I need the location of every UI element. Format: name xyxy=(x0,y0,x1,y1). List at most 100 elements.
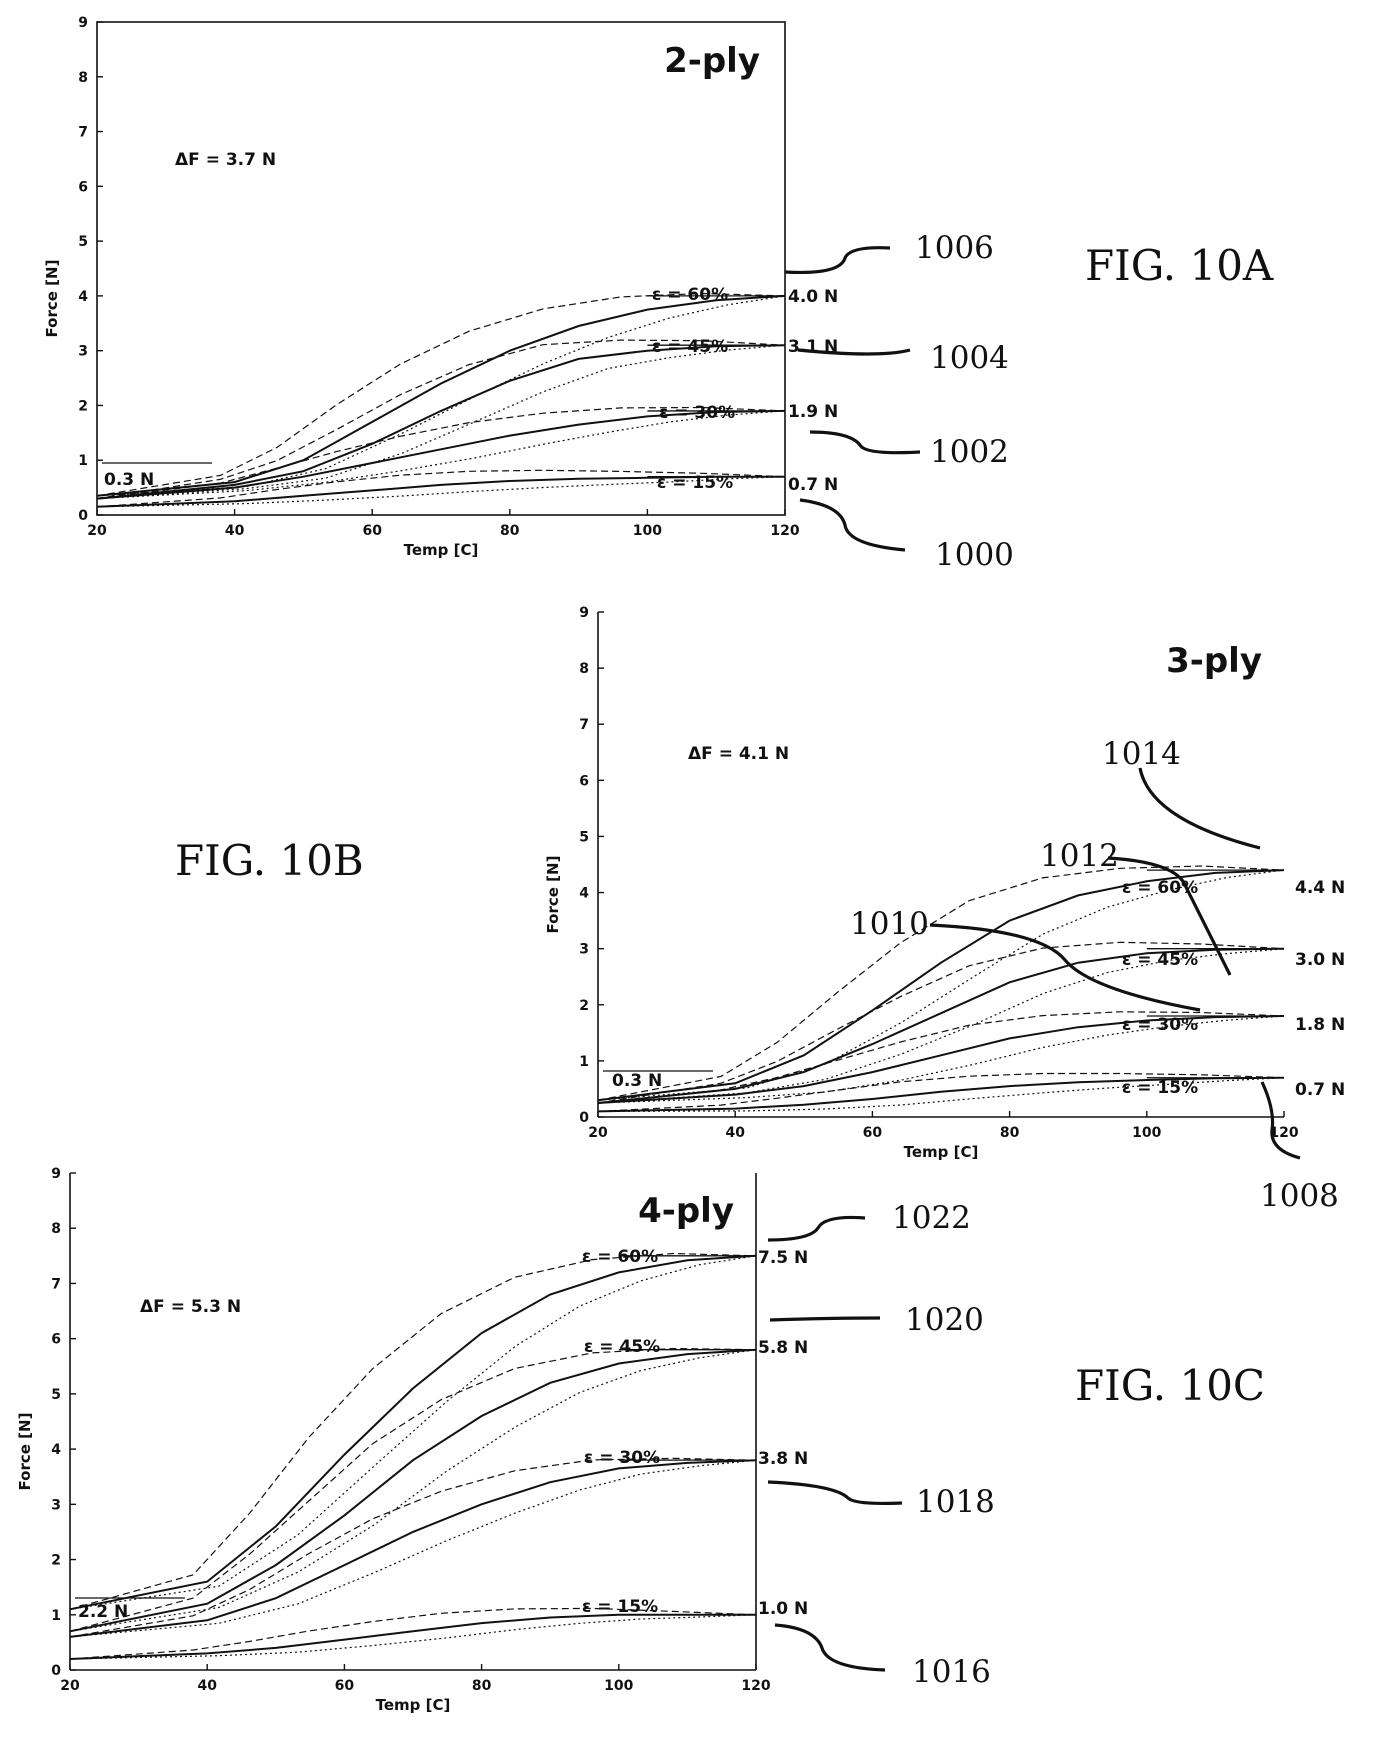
panel-title: 2-ply xyxy=(664,41,760,81)
end-force-label: 3.8 N xyxy=(758,1449,808,1469)
x-tick-label: 80 xyxy=(1000,1125,1020,1141)
y-tick-label: 5 xyxy=(51,1387,61,1403)
end-force-label: 0.7 N xyxy=(1295,1080,1345,1100)
reference-leader xyxy=(1260,1081,1301,1160)
reference-number: 1000 xyxy=(935,537,1014,573)
figure-label: FIG. 10B xyxy=(175,836,364,885)
strain-label: ε = 45% xyxy=(584,1337,660,1357)
start-force-label: 2.2 N xyxy=(78,1602,128,1622)
end-force-label: 1.8 N xyxy=(1295,1015,1345,1035)
y-tick-label: 7 xyxy=(78,125,88,141)
x-axis-label: Temp [C] xyxy=(404,541,479,559)
series-replicate-line xyxy=(597,865,1285,1101)
x-tick-label: 60 xyxy=(362,523,382,539)
series-line xyxy=(69,1459,757,1638)
y-axis-label: Force [N] xyxy=(43,260,61,338)
strain-label: ε = 60% xyxy=(652,285,728,305)
y-tick-label: 2 xyxy=(579,998,589,1014)
reference-number: 1012 xyxy=(1040,838,1119,874)
panel-title: 3-ply xyxy=(1166,641,1262,681)
reference-leader xyxy=(784,246,891,275)
series-replicate-line xyxy=(96,295,786,497)
plot-frame xyxy=(96,21,786,516)
y-tick-label: 3 xyxy=(51,1497,61,1513)
series-replicate-line xyxy=(96,344,786,500)
y-axis-label: Force [N] xyxy=(544,856,562,934)
y-axis-label: Force [N] xyxy=(16,1413,34,1491)
strain-label: ε = 15% xyxy=(657,473,733,493)
strain-label: ε = 60% xyxy=(582,1247,658,1267)
strain-label: ε = 15% xyxy=(1122,1078,1198,1098)
y-tick-label: 7 xyxy=(51,1276,61,1292)
start-force-label: 0.3 N xyxy=(104,470,154,490)
chart-fig-10c: 20 40 60 80 100 120 0 1 2 3 4 5 6 7 8 9 Temp [C] Force [N… xyxy=(16,1166,1265,1714)
series-replicate-line xyxy=(96,292,786,497)
series-replicate-line xyxy=(597,1077,1285,1112)
reference-leader xyxy=(769,1316,881,1322)
series-replicate-line xyxy=(597,1015,1285,1104)
end-force-label: 4.4 N xyxy=(1295,878,1345,898)
x-tick-label: 100 xyxy=(1132,1125,1161,1141)
reference-leader xyxy=(799,498,906,552)
reference-number: 1016 xyxy=(912,1654,991,1690)
y-tick-label: 6 xyxy=(78,179,88,195)
reference-leader xyxy=(1107,856,1232,976)
x-tick-label: 40 xyxy=(225,523,245,539)
y-tick-label: 3 xyxy=(78,344,88,360)
y-tick-label: 9 xyxy=(51,1166,61,1182)
series-line xyxy=(597,947,1285,1104)
series-line xyxy=(96,344,786,500)
y-tick-label: 9 xyxy=(579,605,589,621)
y-tick-label: 5 xyxy=(78,234,88,250)
y-tick-label: 1 xyxy=(51,1608,61,1624)
reference-leader xyxy=(929,923,1201,1012)
x-tick-label: 80 xyxy=(500,523,520,539)
strain-label: ε = 45% xyxy=(1122,950,1198,970)
series-line xyxy=(96,294,786,497)
series-replicate-line xyxy=(597,941,1285,1104)
series-replicate-line xyxy=(69,1349,757,1632)
y-tick-label: 0 xyxy=(51,1663,61,1679)
y-tick-label: 4 xyxy=(78,289,88,305)
chart-fig-10b: 20 40 60 80 100 120 0 1 2 3 4 5 6 7 8 9 Temp [C] Force [N… xyxy=(175,605,1345,1214)
y-tick-label: 2 xyxy=(78,398,88,414)
y-tick-label: 6 xyxy=(579,773,589,789)
y-tick-label: 1 xyxy=(78,453,88,469)
reference-leader xyxy=(767,1215,866,1242)
series-line xyxy=(69,1348,757,1633)
series-replicate-line xyxy=(597,948,1285,1104)
series-replicate-line xyxy=(69,1252,757,1610)
strain-label: ε = 30% xyxy=(584,1448,660,1468)
delta-force-label: ΔF = 5.3 N xyxy=(140,1297,241,1317)
strain-label: ε = 15% xyxy=(582,1597,658,1617)
y-tick-label: 5 xyxy=(579,829,589,845)
y-tick-label: 6 xyxy=(51,1332,61,1348)
end-force-label: 1.9 N xyxy=(788,402,838,422)
delta-force-label: ΔF = 4.1 N xyxy=(688,744,789,764)
end-force-label: 1.0 N xyxy=(758,1599,808,1619)
y-tick-label: 0 xyxy=(579,1110,589,1126)
x-tick-label: 100 xyxy=(604,1678,633,1694)
series-line xyxy=(597,1015,1285,1104)
x-tick-label: 80 xyxy=(472,1678,492,1694)
series-replicate-line xyxy=(96,406,786,500)
x-tick-label: 120 xyxy=(741,1678,770,1694)
reference-leader xyxy=(774,1623,886,1672)
strain-label: ε = 45% xyxy=(652,337,728,357)
reference-number: 1006 xyxy=(915,230,994,266)
series-replicate-line xyxy=(96,469,786,508)
x-tick-label: 20 xyxy=(87,523,107,539)
x-tick-label: 40 xyxy=(197,1678,217,1694)
y-tick-label: 4 xyxy=(579,886,589,902)
x-tick-label: 60 xyxy=(863,1125,883,1141)
y-tick-label: 8 xyxy=(51,1221,61,1237)
y-tick-label: 3 xyxy=(579,942,589,958)
series-replicate-line xyxy=(597,869,1285,1101)
series-replicate-line xyxy=(69,1607,757,1660)
x-tick-label: 60 xyxy=(335,1678,355,1694)
y-tick-label: 0 xyxy=(78,508,88,524)
y-tick-label: 1 xyxy=(579,1054,589,1070)
y-tick-label: 8 xyxy=(579,661,589,677)
series-line xyxy=(96,409,786,500)
